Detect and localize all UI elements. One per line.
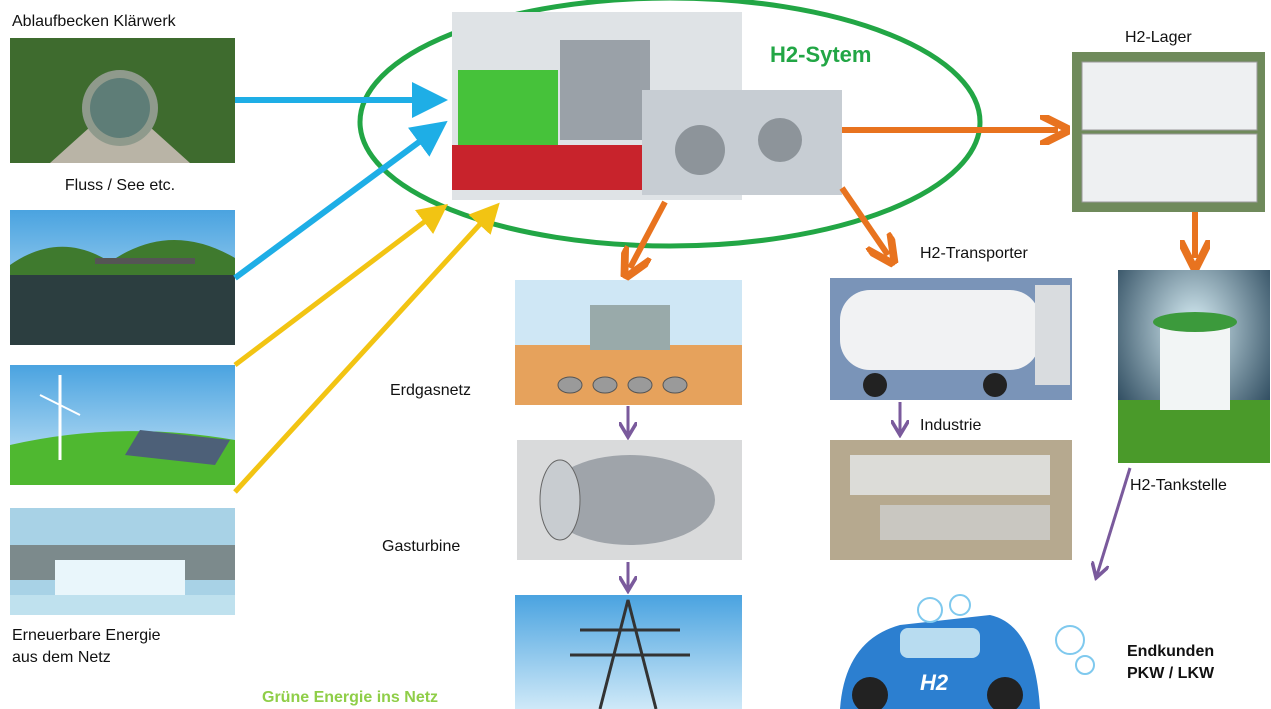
source-label: Fluss / See etc. (65, 177, 175, 194)
source-label: Erneuerbare Energie (12, 627, 161, 644)
source-label: Ablaufbecken Klärwerk (12, 13, 177, 30)
source-images (10, 38, 235, 615)
node-label: Endkunden (1127, 643, 1214, 660)
node-label: Gasturbine (382, 538, 460, 555)
node-label: Erdgasnetz (390, 382, 471, 399)
car-badge: H2 (920, 670, 949, 695)
node-label: H2-Lager (1125, 29, 1192, 46)
diagram: Ablaufbecken Klärwerk Fluss / See etc. E… (0, 0, 1271, 709)
system-images (452, 12, 842, 200)
source-label: aus dem Netz (12, 649, 111, 666)
node-label: Industrie (920, 417, 981, 434)
node-label: H2-Transporter (920, 245, 1029, 262)
system-title: H2-Sytem (770, 42, 871, 67)
node-label: Grüne Energie ins Netz (262, 689, 438, 706)
node-label: PKW / LKW (1127, 665, 1215, 682)
node-label: H2-Tankstelle (1130, 477, 1227, 494)
